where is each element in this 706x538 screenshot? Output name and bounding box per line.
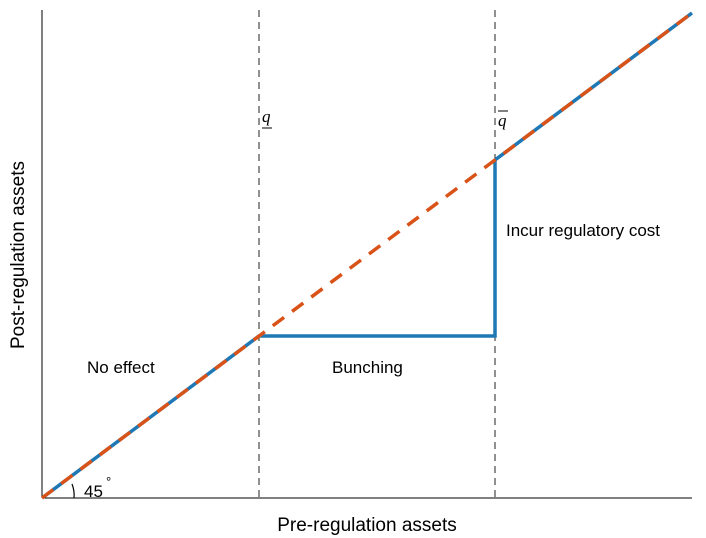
angle-arc (71, 483, 75, 499)
no-effect-label: No effect (87, 358, 155, 377)
x-axis-label: Pre-regulation assets (277, 515, 457, 536)
y-axis-label: Post-regulation assets (8, 161, 29, 349)
upper-threshold-label: q (498, 111, 507, 130)
incur-cost-label: Incur regulatory cost (506, 221, 660, 240)
lower-threshold-label: q (262, 107, 271, 126)
bunching-label: Bunching (332, 358, 403, 377)
degree-sign: ° (106, 474, 111, 489)
forty-five-line (40, 11, 694, 500)
angle-label: 45 (84, 482, 103, 501)
